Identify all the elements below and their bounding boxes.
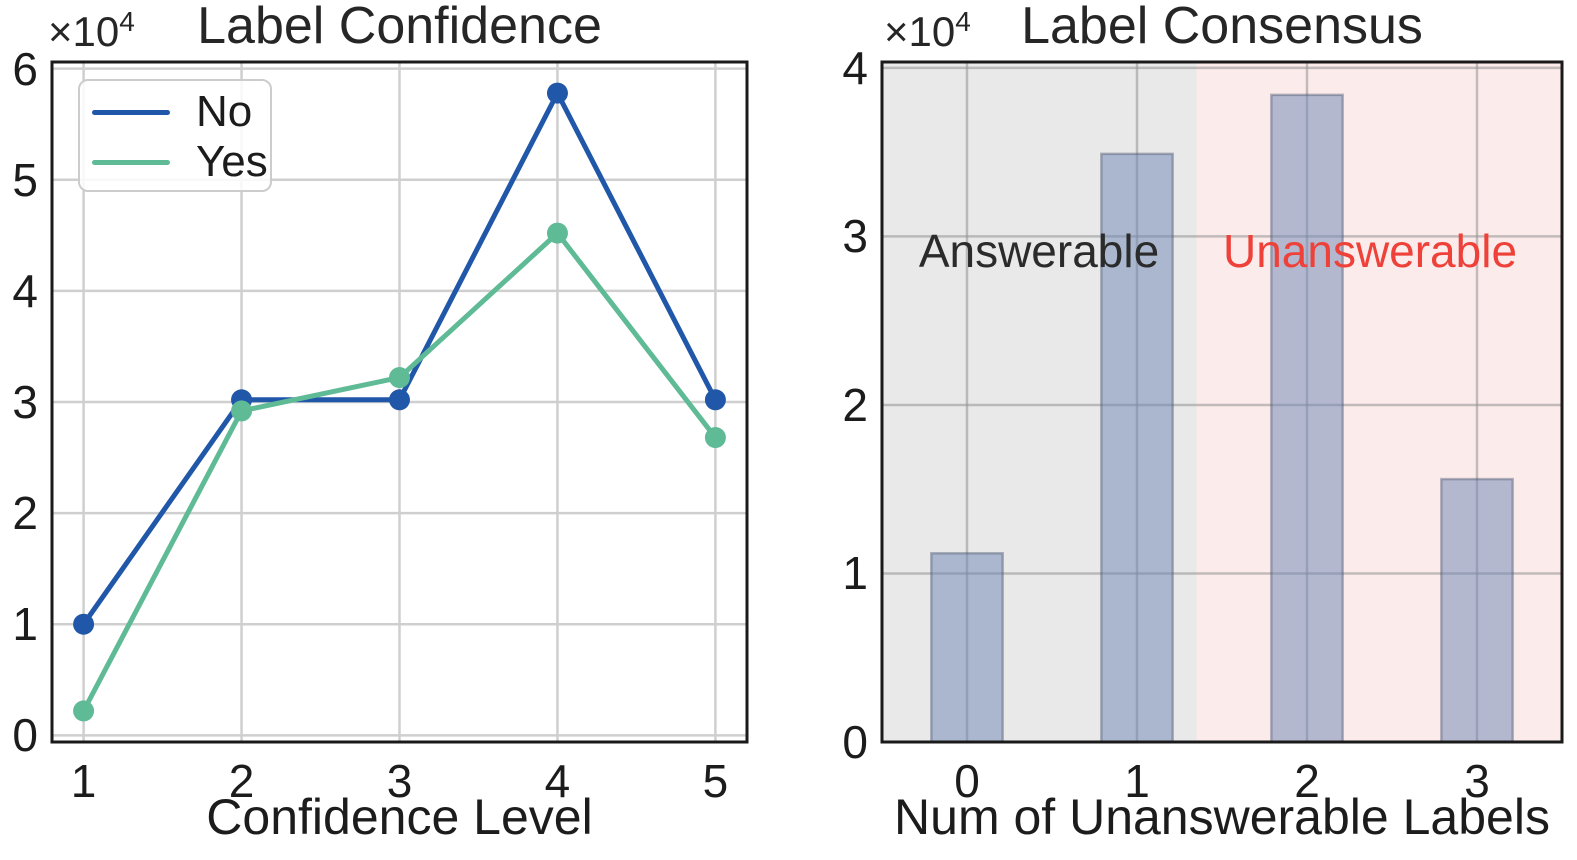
consensus-bar-3 <box>1440 477 1514 744</box>
confidence-marker-yes <box>73 700 95 722</box>
confidence-x-tick-label: 3 <box>386 755 413 807</box>
confidence-frame <box>50 60 749 744</box>
consensus-x-tick-label: 1 <box>1124 755 1150 807</box>
confidence-y-tick-label: 0 <box>12 709 38 762</box>
consensus-x-tick-label: 2 <box>1294 755 1320 807</box>
confidence-y-tick-label: 1 <box>12 598 38 651</box>
confidence-x-tick-label: 2 <box>228 755 255 807</box>
consensus-y-tick-label: 2 <box>842 378 868 431</box>
legend: No Yes <box>78 79 272 192</box>
consensus-frame <box>880 60 1564 744</box>
confidence-marker-no <box>389 389 410 411</box>
confidence-y-tick-label: 6 <box>12 42 38 95</box>
confidence-marker-yes <box>389 367 410 389</box>
legend-line-yes <box>92 159 170 165</box>
consensus-y-tick-label: 3 <box>842 210 868 263</box>
confidence-marker-yes <box>546 222 568 244</box>
left-chart-title: Label Confidence <box>197 0 602 55</box>
answerable-annotation: Answerable <box>918 225 1160 277</box>
legend-line-no <box>92 109 170 115</box>
confidence-y-tick-label: 3 <box>12 376 38 428</box>
consensus-x-tick-label: 3 <box>1464 755 1490 807</box>
legend-entry-yes: Yes <box>80 137 270 187</box>
left-x-axis-label: Confidence Level <box>206 789 593 845</box>
confidence-x-tick-label: 5 <box>702 755 729 807</box>
right-chart-title: Label Consensus <box>1021 0 1423 55</box>
confidence-marker-no <box>704 389 726 411</box>
confidence-y-tick-label: 4 <box>12 264 38 317</box>
confidence-x-tick-label: 4 <box>544 755 571 807</box>
consensus-bar-0 <box>930 552 1004 744</box>
confidence-y-tick-label: 5 <box>12 153 38 206</box>
consensus-bar-2 <box>1270 93 1344 744</box>
confidence-marker-no <box>73 613 95 635</box>
confidence-marker-no <box>546 82 568 104</box>
right-y-axis-multiplier: ×104 <box>884 6 971 55</box>
consensus-y-tick-label: 1 <box>842 547 868 600</box>
legend-label-yes: Yes <box>196 137 268 186</box>
consensus-bar-1 <box>1100 152 1174 744</box>
confidence-y-tick-label: 2 <box>12 487 38 540</box>
confidence-marker-yes <box>704 427 726 449</box>
confidence-x-tick-label: 1 <box>70 755 97 807</box>
legend-entry-no: No <box>80 87 270 137</box>
consensus-x-tick-label: 0 <box>954 755 980 807</box>
right-x-axis-label: Num of Unanswerable Labels <box>894 789 1550 845</box>
unanswerable-annotation: Unanswerable <box>1222 225 1518 277</box>
consensus-y-tick-label: 0 <box>842 716 868 768</box>
left-y-axis-multiplier: ×104 <box>48 6 135 55</box>
confidence-marker-yes <box>231 400 253 422</box>
legend-label-no: No <box>196 87 253 136</box>
consensus-y-tick-label: 4 <box>842 41 868 94</box>
